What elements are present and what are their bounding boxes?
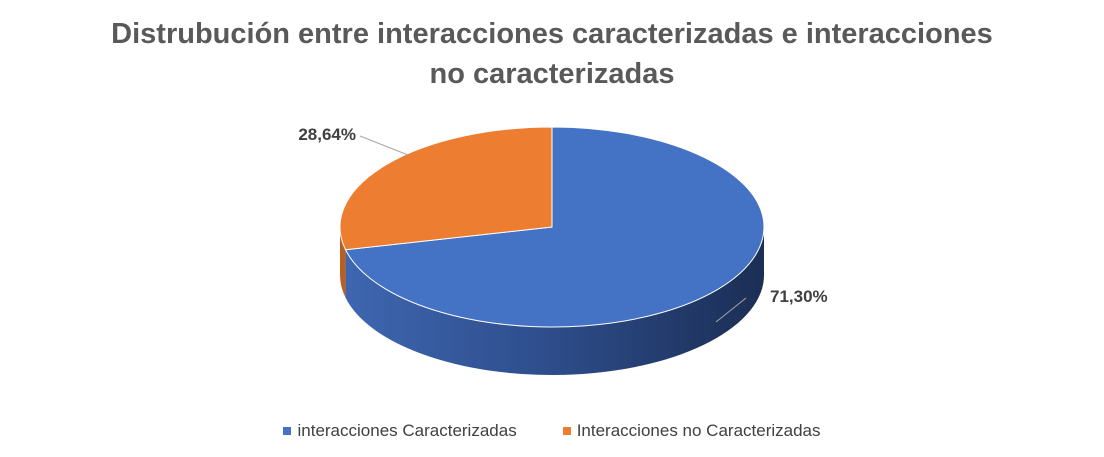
data-label-0: 71,30% <box>770 287 828 306</box>
chart-title-line-1: Distrubución entre interacciones caracte… <box>111 18 993 50</box>
legend-label-no-caracterizadas: Interacciones no Caracterizadas <box>576 421 821 440</box>
legend-label-caracterizadas: interacciones Caracterizadas <box>297 421 517 440</box>
chart-title-line-2: no caracterizadas <box>429 58 675 90</box>
pie-slice-1 <box>339 126 553 251</box>
leader-line-1 <box>359 135 409 156</box>
pie-side-0 <box>345 227 764 375</box>
legend: interacciones Caracterizadas Interaccion… <box>0 421 1104 441</box>
leader-line-0 <box>715 297 747 323</box>
legend-item-caracterizadas: interacciones Caracterizadas <box>283 421 517 441</box>
legend-swatch-caracterizadas <box>283 427 292 435</box>
data-label-1: 28,64% <box>298 125 356 144</box>
pie-side-1 <box>340 227 346 298</box>
pie-slice-0 <box>344 126 765 328</box>
legend-swatch-no-caracterizadas <box>562 427 571 435</box>
legend-item-no-caracterizadas: Interacciones no Caracterizadas <box>562 421 821 441</box>
chart-title: Distrubución entre interacciones caracte… <box>0 14 1104 94</box>
